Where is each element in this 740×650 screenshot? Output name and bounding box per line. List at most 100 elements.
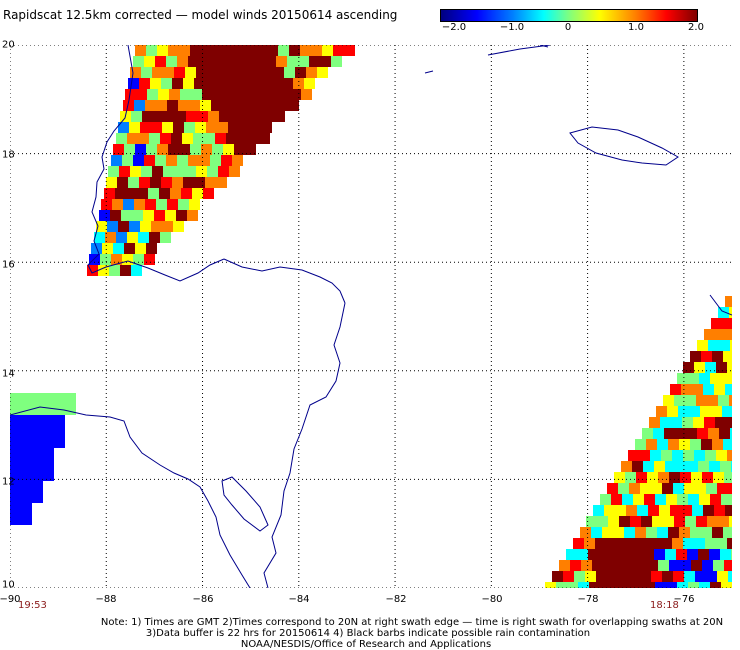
wind-cell (595, 538, 606, 549)
wind-cell (563, 571, 574, 582)
wind-cell (134, 100, 145, 111)
wind-cell (229, 166, 240, 177)
wind-cell (89, 254, 100, 265)
wind-cell (54, 426, 65, 437)
wind-cell (309, 56, 320, 67)
wind-cell (682, 417, 693, 428)
wind-cell (320, 56, 331, 67)
graticule (10, 45, 732, 588)
wind-cell (722, 406, 732, 417)
wind-cell (615, 505, 626, 516)
wind-cell (715, 329, 726, 340)
wind-cell (649, 417, 660, 428)
wind-cell (189, 199, 200, 210)
wind-cell (669, 560, 680, 571)
wind-cell (235, 89, 246, 100)
wind-cell (727, 538, 732, 549)
wind-cell (289, 45, 300, 56)
wind-cell (718, 307, 729, 318)
wind-cell (727, 450, 732, 461)
wind-cell (268, 89, 279, 100)
wind-cell (586, 516, 597, 527)
wind-cell (185, 166, 196, 177)
wind-cell (685, 516, 696, 527)
wind-cell (663, 516, 674, 527)
latitude-label: 10 (2, 579, 15, 591)
wind-cell (580, 527, 591, 538)
hispaniola-coastline (709, 294, 732, 316)
wind-cell (43, 470, 54, 481)
wind-cell (671, 417, 682, 428)
wind-cell (169, 89, 180, 100)
wind-cell (718, 395, 729, 406)
wind-cell (188, 56, 199, 67)
wind-cell (611, 582, 622, 588)
wind-cell (724, 560, 732, 571)
wind-cell (10, 448, 21, 459)
wind-cell (174, 67, 185, 78)
wind-cell (212, 45, 223, 56)
wind-cell (263, 111, 274, 122)
wind-cell (674, 516, 685, 527)
wind-cell (707, 516, 718, 527)
wind-cell (113, 144, 124, 155)
wind-cell (194, 177, 205, 188)
wind-cell (10, 514, 21, 525)
wind-cell (98, 265, 109, 276)
wind-cell (633, 494, 644, 505)
wind-cell (161, 78, 172, 89)
wind-cell (672, 450, 683, 461)
wind-cell (716, 538, 727, 549)
wind-cell (709, 549, 720, 560)
wind-cell (259, 133, 270, 144)
cuba-coastline (487, 45, 551, 56)
wind-cell (178, 100, 189, 111)
wind-cell (105, 232, 116, 243)
wind-cell (677, 494, 688, 505)
wind-cell (32, 404, 43, 415)
wind-cell (10, 426, 21, 437)
wind-cell (647, 560, 658, 571)
wind-cell (223, 144, 234, 155)
wind-cell (713, 472, 724, 483)
wind-cell (155, 56, 166, 67)
wind-cell (637, 505, 648, 516)
wind-cell (157, 45, 168, 56)
wind-cell (573, 538, 584, 549)
wind-cell (21, 481, 32, 492)
wind-cell (191, 89, 202, 100)
wind-cell (658, 472, 669, 483)
wind-cell (234, 144, 245, 155)
wind-cell (656, 406, 667, 417)
wind-cell (705, 538, 716, 549)
wind-cell (160, 133, 171, 144)
wind-cell (174, 166, 185, 177)
wind-cell (124, 144, 135, 155)
wind-cell (233, 100, 244, 111)
wind-cell (100, 254, 111, 265)
wind-cell (331, 56, 342, 67)
wind-cell (599, 549, 610, 560)
wind-cell (43, 459, 54, 470)
wind-cell (94, 232, 105, 243)
wind-cell (625, 560, 636, 571)
wind-cell (607, 483, 618, 494)
wind-cell (643, 461, 654, 472)
wind-cell (202, 89, 213, 100)
wind-cell (151, 221, 162, 232)
wind-cell (102, 243, 113, 254)
wind-cell (651, 483, 662, 494)
wind-cell (654, 549, 665, 560)
wind-cell (699, 582, 710, 588)
wind-cell (301, 89, 312, 100)
wind-cell (10, 503, 21, 514)
wind-cell (239, 122, 250, 133)
wind-cell (127, 232, 138, 243)
wind-cell (32, 393, 43, 404)
wind-cell (570, 560, 581, 571)
wind-cell (87, 265, 98, 276)
wind-cell (143, 210, 154, 221)
wind-cell (669, 472, 680, 483)
wind-cell (188, 155, 199, 166)
wind-cell (211, 100, 222, 111)
